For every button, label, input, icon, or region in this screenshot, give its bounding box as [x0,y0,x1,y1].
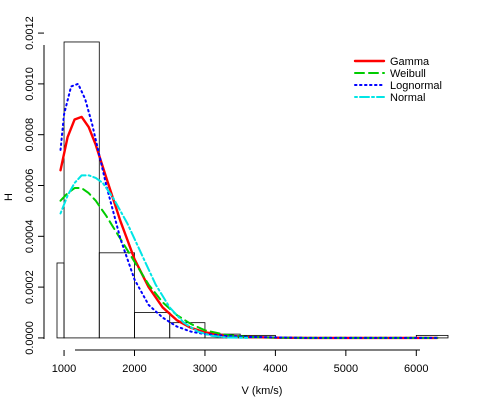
series-line-lognormal [59,82,439,339]
x-tick-label: 1000 [52,363,76,375]
y-tick-label: 0.0008 [24,118,36,152]
y-tick-label: 0.0000 [24,321,36,355]
y-tick-label: 0.0006 [24,169,36,203]
x-ticks: 1000 2000 3000 4000 5000 6000 [52,350,429,375]
x-tick-label: 5000 [334,363,358,375]
histogram-bar [56,262,65,339]
y-tick-label: 0.0004 [24,219,36,253]
histogram-bar [63,41,100,339]
series-line-weibull [59,187,439,339]
density-curves [59,82,439,340]
x-tick-label: 3000 [193,363,217,375]
x-tick-label: 4000 [263,363,287,375]
histogram-bar [98,252,135,339]
legend-label-lognormal: Lognormal [390,80,442,92]
histogram-bar [134,312,171,339]
x-tick-label: 6000 [404,363,428,375]
y-ticks: 0.0000 0.0002 0.0004 0.0006 0.0008 0.0010 0.00… [24,16,44,355]
x-tick-label: 2000 [122,363,146,375]
legend-label-gamma: Gamma [390,56,430,68]
y-tick-label: 0.0002 [24,270,36,304]
axes [43,45,420,351]
series-line-normal [59,174,249,339]
y-tick-label: 0.0012 [24,16,36,50]
y-tick-label: 0.0010 [24,67,36,101]
x-axis-label: V (km/s) [242,385,283,397]
legend-label-normal: Normal [390,92,425,104]
y-axis-label: H [3,193,15,201]
legend-label-weibull: Weibull [390,68,426,80]
